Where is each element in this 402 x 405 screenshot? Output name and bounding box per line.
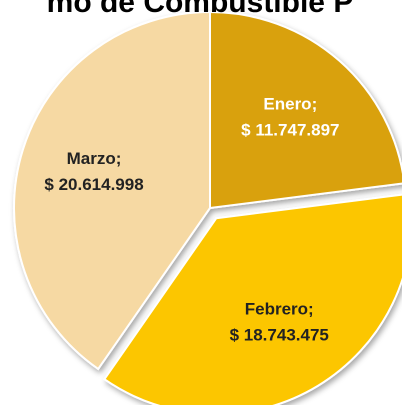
data-label-value: $ 20.614.998: [44, 175, 143, 194]
data-label-value: $ 11.747.897: [241, 120, 339, 139]
data-label-value: $ 18.743.475: [230, 326, 329, 345]
data-label-name: Febrero;: [245, 300, 314, 319]
pie-slice: [103, 193, 402, 405]
data-label-name: Marzo;: [67, 149, 122, 168]
chart-title: mo de Combustible P: [47, 0, 354, 19]
data-label-name: Enero;: [263, 94, 317, 113]
data-labels: Enero; $ 11.747.897 Febrero; $ 18.743.475 Ma…: [44, 94, 339, 344]
pie: [13, 10, 402, 405]
pie-slice: [209, 10, 402, 210]
pie-slice: [13, 10, 211, 371]
